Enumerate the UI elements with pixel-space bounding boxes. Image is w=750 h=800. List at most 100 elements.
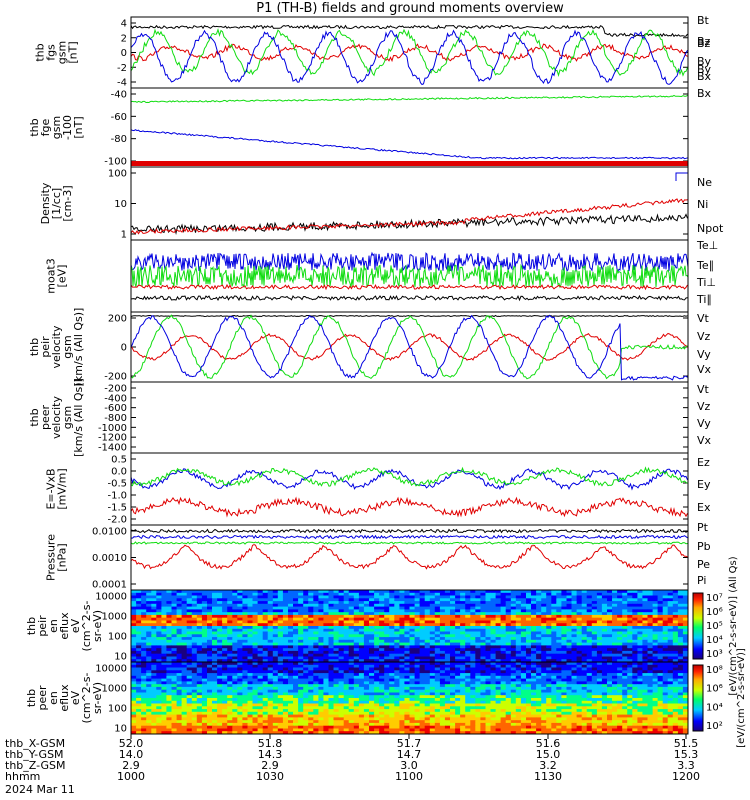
- spectrogram-cell: [561, 692, 567, 696]
- spectrogram-cell: [490, 673, 496, 677]
- spectrogram-cell: [146, 609, 152, 613]
- spectrogram-cell: [490, 678, 496, 682]
- spectrogram-cell: [131, 590, 137, 594]
- spectrogram-cell: [485, 686, 491, 691]
- spectrogram-cell: [141, 662, 147, 666]
- spectrogram-cell: [414, 634, 421, 638]
- spectrogram-cell: [424, 595, 431, 599]
- spectrogram-cell: [272, 662, 279, 666]
- spectrogram-cell: [439, 648, 446, 652]
- spectrogram-cell: [166, 623, 172, 627]
- spectrogram-cell: [348, 614, 355, 619]
- spectrogram-cell: [384, 626, 390, 630]
- spectrogram-cell: [622, 684, 628, 688]
- spectrogram-cell: [581, 678, 588, 682]
- spectrogram-cell: [647, 612, 653, 616]
- spectrogram-cell: [439, 684, 446, 688]
- spectrogram-cell: [348, 700, 355, 704]
- spectrogram-cell: [303, 695, 309, 699]
- spectrogram-cell: [196, 623, 203, 627]
- spectrogram-cell: [556, 664, 562, 668]
- spectrogram-cell: [363, 614, 370, 619]
- spectrogram-cell: [267, 637, 274, 641]
- spectrogram-cell: [465, 628, 471, 632]
- spectrogram-cell: [622, 650, 628, 655]
- spectrogram-cell: [156, 700, 162, 704]
- spectrogram-cell: [495, 601, 502, 605]
- spectrogram-cell: [282, 595, 289, 599]
- spectrogram-cell: [136, 656, 142, 660]
- spectrogram-cell: [566, 662, 572, 666]
- spectrogram-cell: [556, 675, 562, 679]
- spectrogram-cell: [419, 681, 426, 685]
- spectrogram-cell: [353, 700, 360, 704]
- spectrogram-cell: [394, 662, 400, 666]
- spectrogram-cell: [627, 642, 633, 646]
- spectrogram-cell: [556, 626, 562, 630]
- spectrogram-cell: [551, 601, 557, 605]
- spectrogram-cell: [495, 612, 502, 616]
- spectrogram-cell: [358, 620, 365, 624]
- spectrogram-cell: [677, 706, 684, 710]
- spectrogram-cell: [617, 656, 623, 660]
- spectrogram-cell: [581, 598, 588, 602]
- spectrogram-cell: [662, 656, 669, 660]
- spectrogram-cell: [136, 650, 142, 655]
- spectrogram-cell: [561, 603, 567, 607]
- spectrogram-cell: [510, 603, 517, 607]
- spectrogram-cell: [374, 681, 380, 685]
- spectrogram-cell: [328, 659, 334, 663]
- spectrogram-cell: [480, 595, 486, 599]
- spectrogram-cell: [131, 642, 137, 646]
- spectrogram-cell: [207, 653, 213, 657]
- spectrogram-cell: [465, 700, 471, 704]
- spectrogram-cell: [353, 637, 360, 641]
- spectrogram-cell: [450, 706, 456, 710]
- spectrogram-cell: [267, 603, 274, 607]
- spectrogram-cell: [318, 648, 324, 652]
- spectrogram-cell: [490, 662, 496, 666]
- spectrogram-cell: [490, 620, 496, 624]
- spectrogram-cell: [394, 659, 400, 663]
- spectrogram-cell: [399, 592, 405, 596]
- spectrogram-cell: [505, 681, 512, 685]
- spectrogram-cell: [667, 603, 674, 607]
- spectrogram-cell: [617, 645, 623, 649]
- spectrogram-cell: [196, 686, 203, 691]
- spectrogram-cell: [363, 637, 370, 641]
- spectrogram-cell: [207, 590, 213, 594]
- spectrogram-cell: [363, 595, 370, 599]
- spectrogram-cell: [677, 637, 684, 641]
- spectrogram-cell: [338, 678, 345, 682]
- spectrogram-cell: [131, 631, 137, 635]
- spectrogram-cell: [227, 642, 233, 646]
- spectrogram-cell: [652, 692, 659, 696]
- spectrogram-cell: [222, 634, 228, 638]
- ylabel-line: (cm^2-s-: [80, 673, 93, 724]
- spectrogram-cell: [141, 667, 147, 671]
- spectrogram-cell: [586, 706, 593, 710]
- spectrogram-cell: [232, 678, 238, 682]
- spectrogram-cell: [475, 662, 481, 666]
- spectrogram-cell: [520, 675, 527, 679]
- spectrogram-cell: [495, 689, 502, 693]
- spectrogram-cell: [267, 670, 274, 674]
- spectrogram-cell: [591, 692, 598, 696]
- spectrogram-cell: [601, 698, 608, 702]
- spectrogram-cell: [439, 695, 446, 699]
- spectrogram-cell: [434, 603, 441, 607]
- spectrogram-cell: [196, 598, 203, 602]
- spectrogram-cell: [196, 692, 203, 696]
- spectrogram-cell: [419, 634, 426, 638]
- spectrogram-cell: [318, 634, 324, 638]
- spectrogram-cell: [541, 695, 547, 699]
- spectrogram-cell: [323, 667, 329, 671]
- spectrogram-cell: [470, 664, 476, 668]
- spectrogram-cell: [571, 639, 577, 643]
- spectrogram-cell: [460, 614, 466, 619]
- spectrogram-cell: [500, 603, 507, 607]
- spectrogram-cell: [156, 628, 162, 632]
- spectrogram-cell: [277, 664, 284, 668]
- spectrogram-cell: [328, 592, 334, 596]
- spectrogram-cell: [141, 603, 147, 607]
